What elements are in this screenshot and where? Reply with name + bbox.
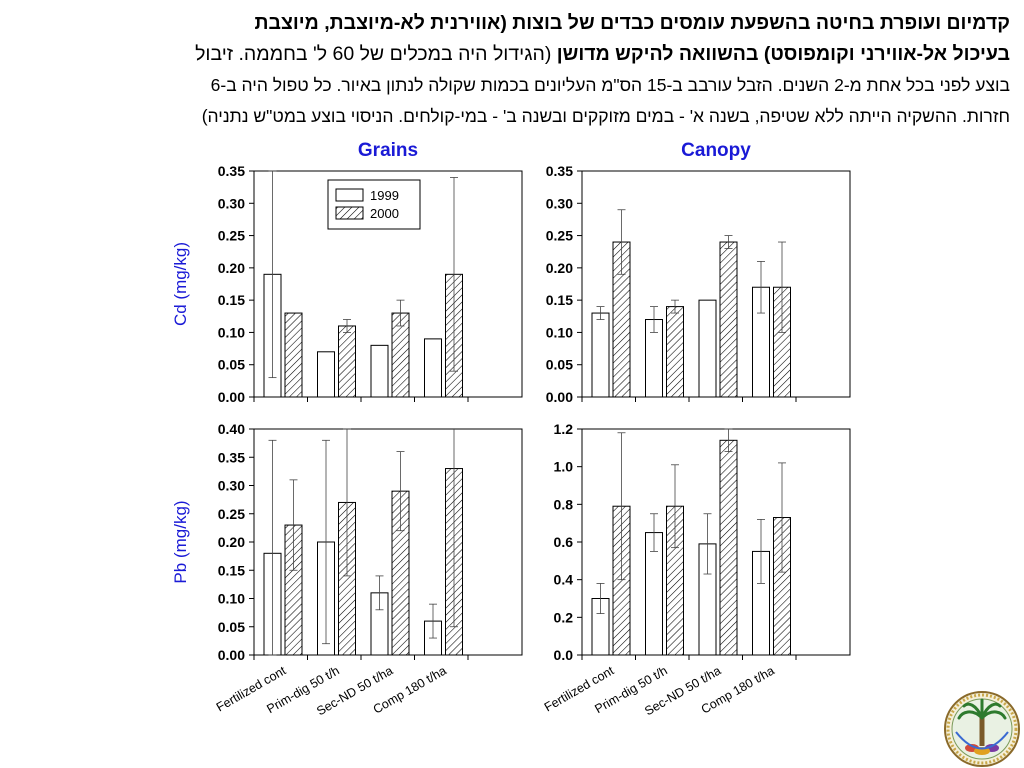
y-tick-label: 0.35 bbox=[218, 163, 245, 179]
legend-label-2000: 2000 bbox=[370, 206, 399, 221]
y-tick-label: 0.15 bbox=[218, 562, 245, 578]
y-tick-label: 0.00 bbox=[218, 389, 245, 405]
y-tick-label: 0.00 bbox=[546, 389, 573, 405]
y-tick-label: 0.30 bbox=[218, 478, 245, 494]
legend-swatch-1999 bbox=[335, 188, 364, 202]
y-tick-label: 0.10 bbox=[546, 324, 573, 340]
y-tick-label: 0.8 bbox=[554, 496, 574, 512]
y-tick-label: 0.40 bbox=[218, 421, 245, 437]
y-tick-label: 0.20 bbox=[218, 534, 245, 550]
chart-panel-3: 0.000.050.100.150.200.250.300.350.40Fert… bbox=[171, 421, 523, 718]
bar-1999-4 bbox=[424, 338, 442, 398]
institute-logo bbox=[944, 691, 1020, 767]
y-tick-label: 0.20 bbox=[218, 260, 245, 276]
y-tick-label: 0.15 bbox=[218, 292, 245, 308]
y-tick-label: 0.15 bbox=[546, 292, 573, 308]
caption-line-2-normal: (הגידול היה במכלים של 60 ל' בחממה. זיבול bbox=[195, 43, 557, 65]
bar-1999-3 bbox=[698, 299, 717, 398]
legend-label-1999: 1999 bbox=[370, 188, 399, 203]
bar-2000-2 bbox=[666, 306, 684, 398]
caption-line-2: בעיכול אל-אווירני וקומפוסט) בהשוואה להיק… bbox=[14, 39, 1010, 70]
chart-panel-1: 0.00 0.05 0.10 0.15 0.20 0.25 0.30 0.35 Grains Cd… bbox=[171, 140, 523, 405]
y-tick-label: 0.4 bbox=[554, 572, 574, 588]
y-axis-label: Cd (mg/kg) bbox=[171, 242, 190, 326]
y-tick-label: 0.0 bbox=[554, 647, 574, 663]
charts-layer: 0.00 0.05 0.10 0.15 0.20 0.25 0.30 0.35 Grains Cd… bbox=[171, 140, 851, 718]
caption-line-3: בוצע לפני בכל אחת מ-2 השנים. הזבל עורבב … bbox=[210, 75, 1010, 95]
y-tick-label: 0.2 bbox=[554, 609, 574, 625]
y-tick-label: 0.35 bbox=[218, 449, 245, 465]
chart-panel-2: 0.00 0.05 0.10 0.15 0.20 0.25 0.30 0.35 Canopy bbox=[546, 140, 851, 405]
bar-1999-3 bbox=[370, 344, 389, 398]
y-tick-label: 0.05 bbox=[218, 357, 245, 373]
bar-2000-2 bbox=[338, 325, 356, 398]
y-tick-label: 0.05 bbox=[546, 357, 573, 373]
chart-title: Grains bbox=[358, 140, 418, 161]
y-tick-label: 0.00 bbox=[218, 647, 245, 663]
y-tick-label: 0.30 bbox=[218, 195, 245, 211]
legend-swatch-2000 bbox=[335, 206, 364, 220]
y-tick-label: 0.30 bbox=[546, 195, 573, 211]
bar-1999-1 bbox=[591, 312, 610, 398]
y-tick-label: 0.6 bbox=[554, 534, 574, 550]
y-tick-label: 0.10 bbox=[218, 324, 245, 340]
y-tick-label: 0.05 bbox=[218, 619, 245, 635]
bar-2000-3 bbox=[719, 241, 738, 398]
caption-line-4: חזרות. ההשקיה הייתה ללא שטיפה, בשנה א' -… bbox=[201, 106, 1010, 126]
y-tick-label: 1.0 bbox=[554, 459, 574, 475]
y-tick-label: 0.25 bbox=[218, 228, 245, 244]
bar-2000-1 bbox=[284, 312, 303, 398]
bar-2000-3 bbox=[719, 439, 738, 656]
y-tick-label: 0.35 bbox=[546, 163, 573, 179]
legend-box bbox=[327, 179, 421, 230]
y-axis-label: Pb (mg/kg) bbox=[171, 500, 190, 583]
y-tick-label: 0.10 bbox=[218, 591, 245, 607]
caption-line-1: קדמיום ועופרת בחיטה בהשפעת עומסים כבדים … bbox=[254, 12, 1010, 34]
y-tick-label: 0.20 bbox=[546, 260, 573, 276]
chart-title: Canopy bbox=[681, 140, 751, 161]
caption-line-2-bold: בעיכול אל-אווירני וקומפוסט) בהשוואה להיק… bbox=[556, 43, 1010, 65]
y-tick-label: 0.25 bbox=[546, 228, 573, 244]
caption: קדמיום ועופרת בחיטה בהשפעת עומסים כבדים … bbox=[14, 8, 1010, 132]
y-tick-label: 0.25 bbox=[218, 506, 245, 522]
y-tick-label: 1.2 bbox=[554, 421, 574, 437]
bar-1999-2 bbox=[317, 351, 335, 398]
